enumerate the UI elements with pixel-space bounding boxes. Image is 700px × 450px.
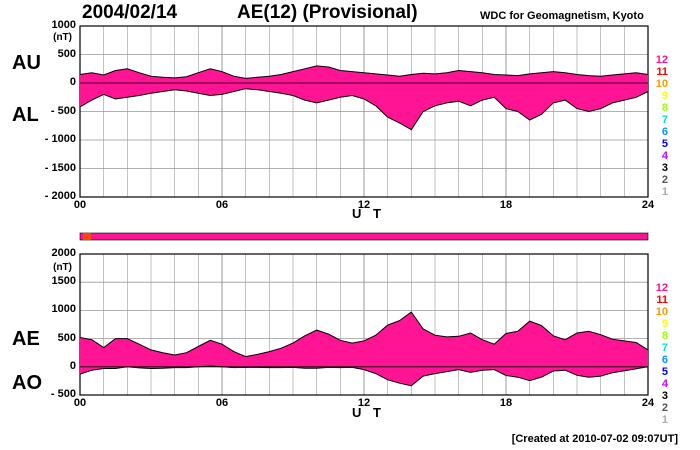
bottom-ytick-label: 500	[57, 331, 76, 344]
top-legend-station-count: 2	[661, 174, 668, 186]
chart-title: AE(12) (Provisional)	[237, 2, 418, 23]
bottom-ytick-label: 1500	[51, 275, 76, 288]
top-legend-station-count: 6	[661, 126, 668, 138]
top-legend-station-count: 1	[661, 186, 668, 198]
top-au-line	[79, 65, 649, 79]
top-xtick-label: 18	[499, 199, 513, 211]
source-label: WDC for Geomagnetism, Kyoto	[480, 10, 644, 22]
al-label: AL	[12, 104, 39, 126]
top-ytick-label: - 2000	[44, 190, 76, 202]
top-legend-station-count: 7	[661, 114, 668, 126]
top-unit-label: (nT)	[53, 32, 72, 43]
top-legend-station-count: 9	[661, 90, 668, 102]
bottom-xtick-label: 12	[357, 397, 371, 409]
bottom-filled-band	[80, 312, 648, 386]
top-ytick-label: 500	[57, 47, 76, 60]
created-timestamp: [Created at 2010-07-02 09:07UT]	[511, 433, 678, 445]
top-ytick-label: 1000	[51, 19, 76, 31]
bottom-legend-station-count: 7	[661, 342, 668, 354]
top-xtick-label: 06	[215, 199, 229, 211]
top-ytick-label: 0	[69, 76, 76, 88]
top-legend-station-count: 3	[661, 162, 668, 174]
station-count-bar	[79, 232, 649, 241]
bottom-plot-frame	[79, 253, 649, 396]
bottom-legend-station-count: 2	[661, 402, 668, 414]
bottom-legend-station-count: 12	[655, 282, 668, 294]
bottom-ytick-label: - 500	[50, 388, 76, 400]
top-xtick-label: 12	[357, 199, 371, 211]
bottom-legend-station-count: 3	[661, 390, 668, 402]
bottom-legend-station-count: 6	[661, 354, 668, 366]
top-plot-frame	[79, 25, 649, 198]
bottom-ao-line	[79, 365, 649, 387]
top-legend-station-count: 8	[661, 102, 668, 114]
top-xtick-label: 00	[73, 199, 87, 211]
bottom-legend-station-count: 5	[661, 366, 668, 378]
bottom-ytick-label: 2000	[51, 247, 76, 259]
top-ytick-label: - 1500	[44, 161, 76, 174]
au-label: AU	[12, 52, 41, 74]
bottom-legend-station-count: 9	[661, 318, 668, 330]
bottom-unit-label: (nT)	[53, 262, 72, 273]
top-legend-station-count: 11	[656, 66, 668, 78]
top-filled-band	[80, 65, 648, 130]
top-xtick-label: 24	[641, 199, 655, 211]
bottom-ytick-label: 0	[69, 359, 76, 372]
top-legend-station-count: 4	[661, 150, 668, 162]
bottom-legend-station-count: 8	[661, 330, 668, 342]
top-xlabel: U T	[352, 206, 385, 221]
bottom-xtick-label: 24	[641, 397, 655, 409]
bottom-xtick-label: 00	[73, 397, 87, 409]
bottom-legend-station-count: 11	[656, 294, 668, 306]
top-legend-station-count: 5	[661, 138, 668, 150]
bottom-legend-station-count: 4	[661, 378, 668, 390]
top-legend-station-count: 12	[655, 54, 668, 66]
top-ytick-label: - 500	[50, 104, 76, 117]
date-title: 2004/02/14	[82, 2, 178, 23]
bottom-ytick-label: 1000	[51, 303, 76, 316]
bottom-xtick-label: 18	[499, 397, 513, 409]
ae-label: AE	[12, 328, 40, 350]
top-legend-station-count: 10	[655, 78, 668, 90]
top-ytick-label: - 1000	[44, 133, 76, 145]
bottom-xtick-label: 06	[215, 397, 229, 409]
bottom-legend-station-count: 1	[661, 414, 668, 426]
bottom-legend-station-count: 10	[655, 306, 668, 318]
ao-label: AO	[12, 372, 42, 394]
top-al-line	[79, 88, 649, 131]
bottom-ae-line	[79, 311, 649, 358]
bottom-xlabel: U T	[352, 405, 385, 420]
station-count-bar-gap	[83, 233, 91, 240]
